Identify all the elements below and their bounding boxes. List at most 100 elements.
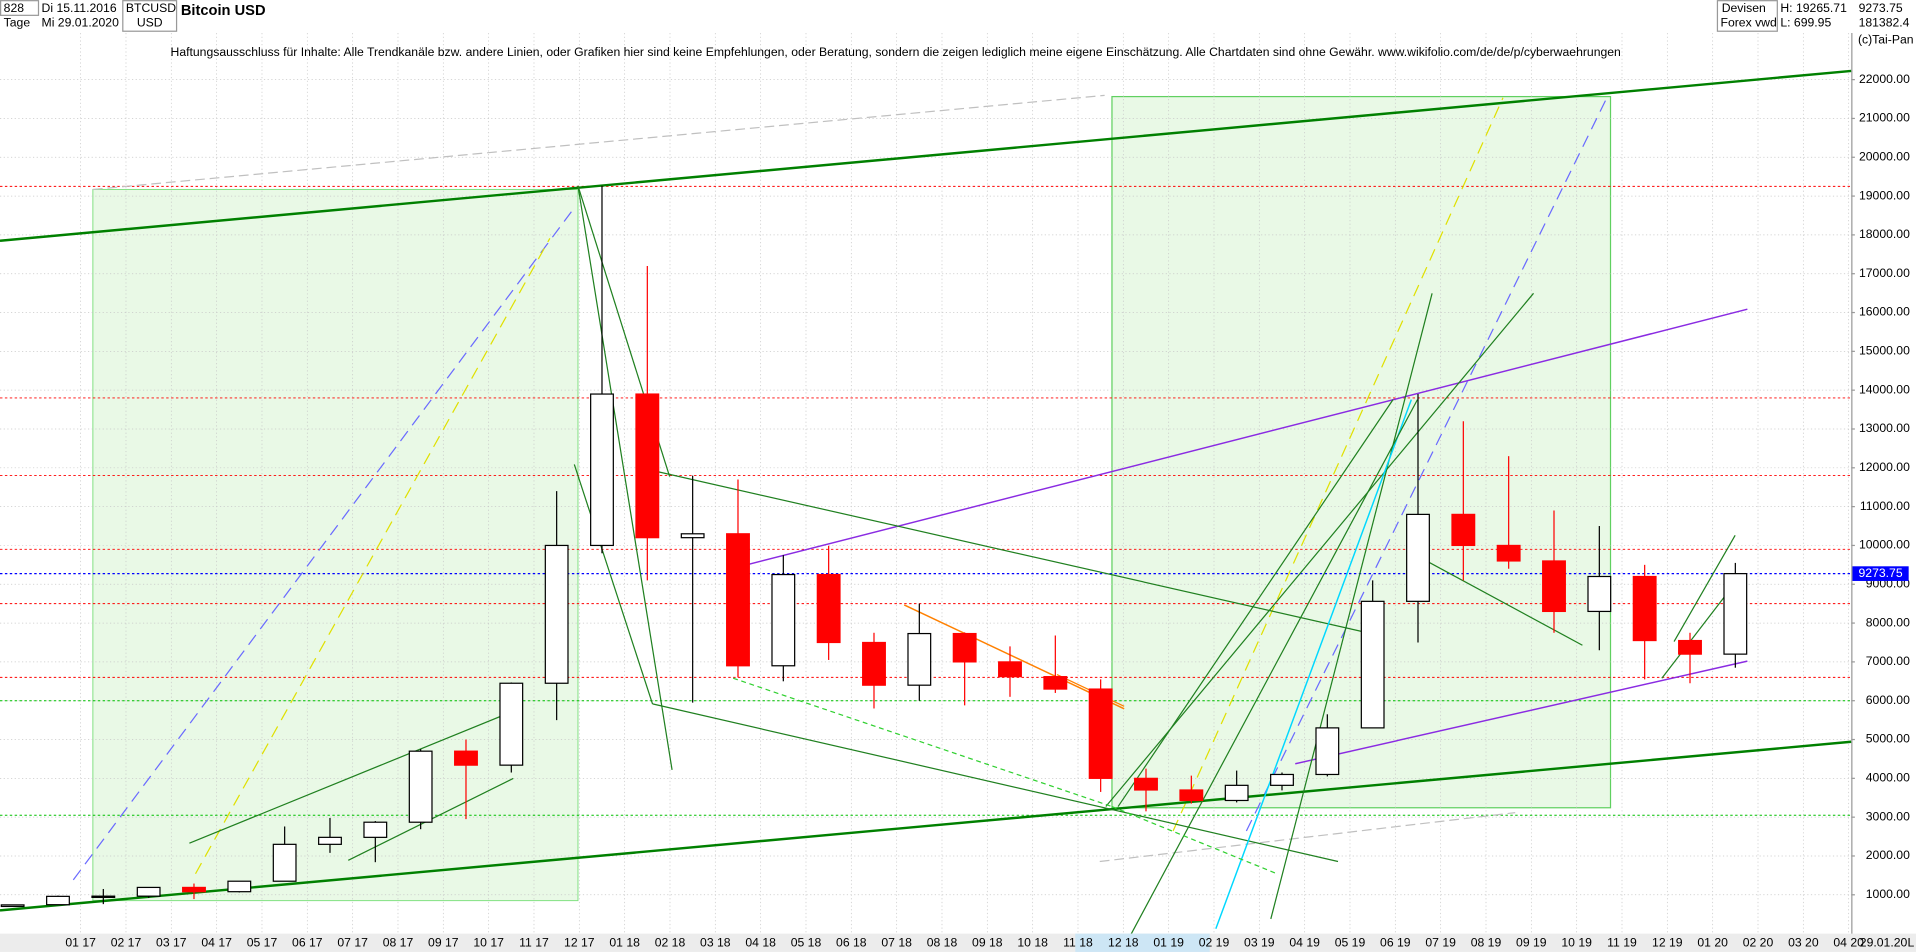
candle-body: [1360, 600, 1385, 729]
end-date: Mi 29.01.2020: [42, 15, 120, 29]
time-axis: [0, 933, 1916, 952]
y-tick-label: 22000.00: [1859, 72, 1910, 86]
trendline: [903, 604, 1125, 710]
candle-body: [499, 682, 524, 766]
candle-body: [907, 632, 932, 686]
candle-body: [1179, 789, 1204, 802]
x-tick-label: 05 17: [247, 936, 278, 950]
trendline: [1270, 293, 1433, 920]
x-tick-label: 11 18: [1063, 936, 1093, 950]
x-tick-label: 01 18: [609, 936, 640, 950]
y-tick-label: 7000.00: [1866, 654, 1910, 668]
interval: Tage: [4, 15, 31, 29]
x-tick-label: 11 17: [519, 936, 549, 950]
x-tick-label: 04 18: [745, 936, 776, 950]
trendline: [1215, 399, 1413, 929]
trendline: [577, 185, 673, 770]
candle-body: [1587, 575, 1612, 613]
x-tick-label: 06 19: [1380, 936, 1411, 950]
y-tick-label: 14000.00: [1859, 382, 1910, 396]
x-tick-label: 02 20: [1743, 936, 1774, 950]
footer-date: 29.01.20: [1860, 936, 1908, 950]
x-tick-label: 08 19: [1471, 936, 1502, 950]
trendline: [194, 238, 551, 875]
candle-body: [272, 843, 297, 882]
candle-body: [454, 750, 478, 766]
trendline: [1117, 399, 1394, 807]
symbol-box: [122, 0, 178, 32]
candle-body: [590, 393, 614, 547]
source: Forex vwd: [1720, 15, 1776, 29]
candle-body: [1043, 676, 1068, 690]
x-tick-label: 05 18: [791, 936, 822, 950]
x-tick-label: 08 17: [383, 936, 414, 950]
x-tick-label: 05 19: [1335, 936, 1366, 950]
candle-body: [1678, 639, 1702, 655]
zone: [92, 188, 579, 902]
candle-body: [816, 573, 841, 644]
candle-body: [862, 641, 886, 686]
y-tick-label: 11000.00: [1860, 499, 1910, 513]
currency: USD: [137, 15, 163, 29]
candle-body: [635, 393, 660, 539]
candle-body: [182, 886, 206, 893]
y-tick-label: 21000.00: [1859, 111, 1910, 125]
x-tick-label: 02 19: [1199, 936, 1230, 950]
trendline: [652, 703, 1339, 863]
x-tick-label: 06 17: [292, 936, 323, 950]
trendline: [1111, 805, 1278, 875]
x-tick-label: 04 17: [201, 936, 232, 950]
x-tick-label: 01 19: [1153, 936, 1184, 950]
x-tick-label: 12 19: [1652, 936, 1683, 950]
candle-body: [771, 573, 796, 667]
count: 828: [4, 1, 25, 15]
y-tick-label: 5000.00: [1866, 732, 1910, 746]
start-date: Di 15.11.2016: [42, 1, 117, 15]
x-tick-label: 03 18: [700, 936, 731, 950]
x-tick-label: 10 18: [1017, 936, 1048, 950]
last: 9273.75: [1859, 1, 1903, 15]
volume: 181382.4: [1859, 15, 1910, 29]
x-tick-label: 12 18: [1108, 936, 1139, 950]
candle-body: [91, 895, 116, 898]
y-tick-label: 2000.00: [1866, 848, 1910, 862]
candle-body: [363, 821, 388, 838]
trendline: [1123, 399, 1418, 948]
candle-body: [1632, 575, 1657, 642]
x-tick-label: 03 19: [1244, 936, 1275, 950]
x-tick-label: 12 17: [564, 936, 595, 950]
candle-body: [136, 886, 161, 897]
trendline: [0, 69, 1852, 242]
low: L: 699.95: [1780, 15, 1831, 29]
last-price-label: 9273.75: [1859, 566, 1903, 580]
x-tick-label: 03 20: [1788, 936, 1819, 950]
market: Devisen: [1722, 1, 1766, 15]
candle-body: [0, 904, 25, 908]
candle-body: [1406, 513, 1430, 602]
candle-body: [1451, 513, 1476, 547]
trendline: [1099, 812, 1516, 863]
candle-body: [1224, 784, 1249, 802]
x-tick-label: 07 18: [881, 936, 912, 950]
chart-title: Bitcoin USD: [181, 3, 266, 19]
x-tick-label: 09 18: [972, 936, 1003, 950]
count-box: [0, 0, 40, 16]
candle-body: [680, 533, 705, 539]
x-tick-label: 10 19: [1561, 936, 1592, 950]
disclaimer: Haftungsausschluss für Inhalte: Alle Tre…: [171, 45, 1621, 59]
candle-body: [1496, 544, 1521, 562]
candle-body: [408, 750, 433, 823]
trendline: [189, 710, 514, 844]
x-tick-label: 03 17: [156, 936, 187, 950]
candle-body: [1315, 727, 1340, 776]
y-tick-label: 19000.00: [1859, 188, 1910, 202]
x-tick-label: 01 17: [65, 936, 96, 950]
candle-body: [1088, 688, 1113, 779]
copyright: (c)Tai-Pan: [1858, 33, 1914, 47]
y-tick-label: 17000.00: [1859, 266, 1910, 280]
x-tick-label: 07 17: [337, 936, 368, 950]
symbol: BTCUSD: [126, 1, 176, 15]
trendline: [0, 740, 1852, 912]
x-tick-label: 11 19: [1607, 936, 1637, 950]
candle-body: [1134, 777, 1158, 791]
